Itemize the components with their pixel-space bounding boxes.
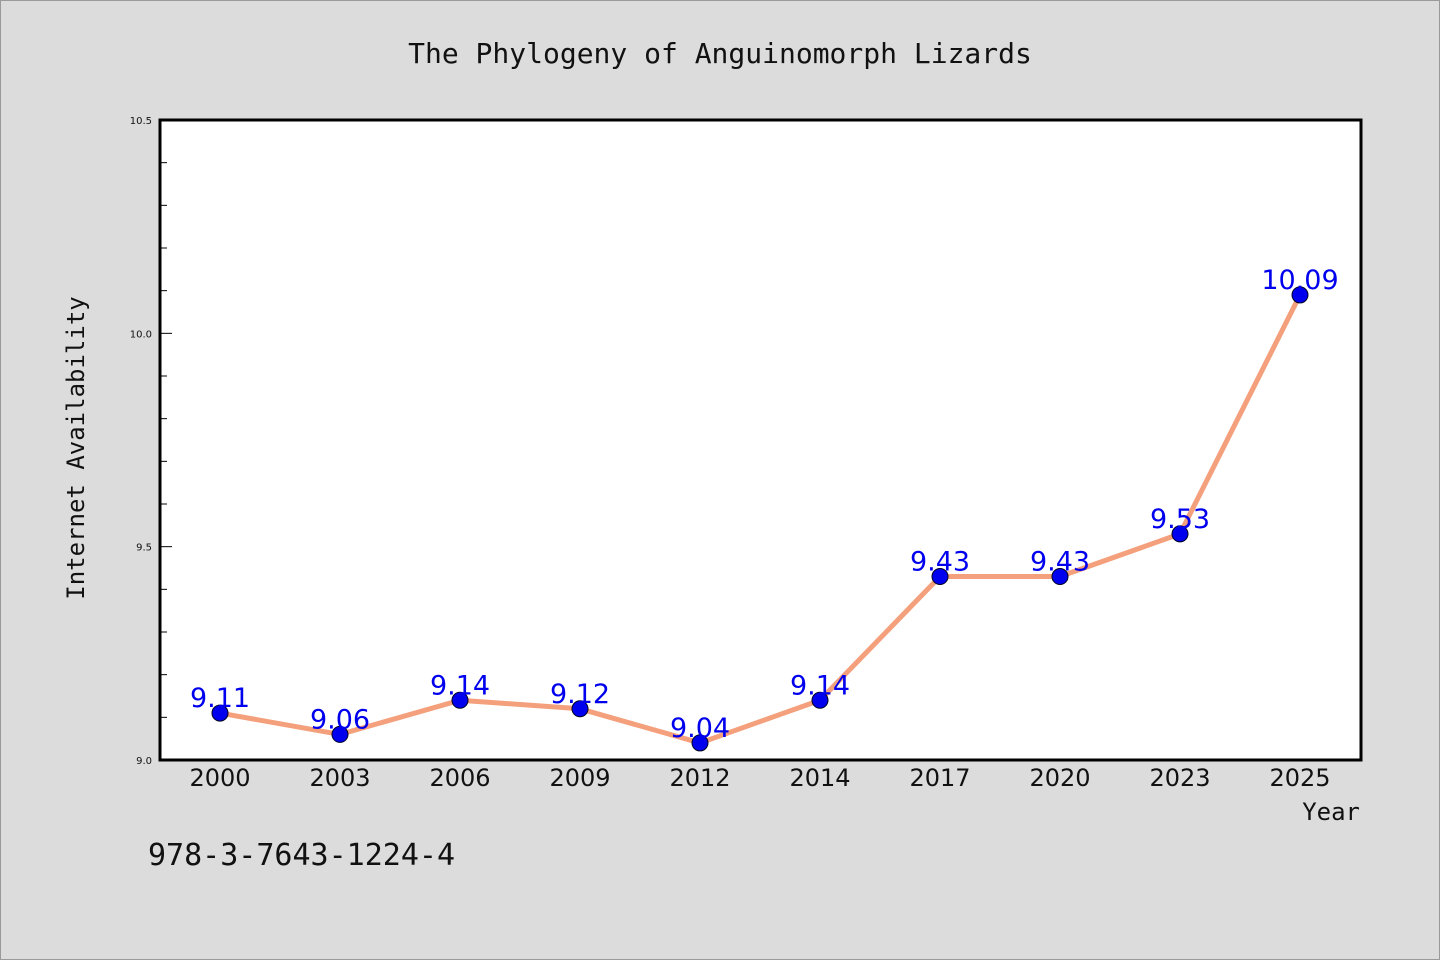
data-point	[331, 725, 349, 743]
x-tick-label: 2020	[1029, 764, 1090, 792]
data-point	[211, 704, 229, 722]
x-tick-label: 2014	[789, 764, 850, 792]
plot-area	[158, 118, 1363, 762]
y-axis-label: Internet Availability	[62, 296, 90, 599]
data-point	[1291, 286, 1309, 304]
data-label: 9.43	[1030, 547, 1090, 578]
x-tick-label: 2025	[1269, 764, 1330, 792]
data-point	[811, 691, 829, 709]
data-label: 10.09	[1261, 265, 1338, 296]
data-label: 9.14	[790, 670, 850, 701]
footnote-isbn: 978-3-7643-1224-4	[148, 838, 455, 873]
data-label: 9.53	[1150, 504, 1210, 535]
data-label: 9.04	[670, 713, 730, 744]
data-label: 9.43	[910, 547, 970, 578]
x-tick-label: 2006	[429, 764, 490, 792]
series-line	[219, 293, 1303, 746]
x-axis: 2000 2003 2006 2009 2012 2014 2017 2020 2023 2025	[189, 764, 1330, 792]
y-tick-label: 10.5	[130, 116, 152, 127]
data-point	[571, 700, 589, 718]
data-label: 9.14	[430, 670, 490, 701]
x-tick-label: 2017	[909, 764, 970, 792]
x-tick-label: 2003	[309, 764, 370, 792]
data-label: 9.11	[190, 683, 250, 714]
x-tick-label: 2012	[669, 764, 730, 792]
x-tick-label: 2000	[189, 764, 250, 792]
data-label: 9.06	[310, 704, 370, 735]
y-tick-label: 9.0	[136, 756, 152, 767]
data-labels: 9.11 9.06 9.14 9.12 9.04 9.14 9.43 9.43 9.53 10.0…	[190, 265, 1339, 744]
y-tick-label: 10.0	[130, 329, 152, 340]
data-label: 9.12	[550, 679, 610, 710]
series-markers	[211, 286, 1309, 752]
y-tick-label: 9.5	[136, 543, 152, 554]
data-point	[931, 568, 949, 586]
x-axis-label: Year	[1302, 798, 1360, 826]
x-tick-label: 2023	[1149, 764, 1210, 792]
data-point	[691, 734, 709, 752]
data-point	[451, 691, 469, 709]
data-point	[1171, 525, 1189, 543]
data-point	[1051, 568, 1069, 586]
y-axis: 9.0 9.5 10.0 10.5	[130, 116, 172, 767]
chart-title: The Phylogeny of Anguinomorph Lizards	[408, 37, 1032, 70]
x-tick-label: 2009	[549, 764, 610, 792]
